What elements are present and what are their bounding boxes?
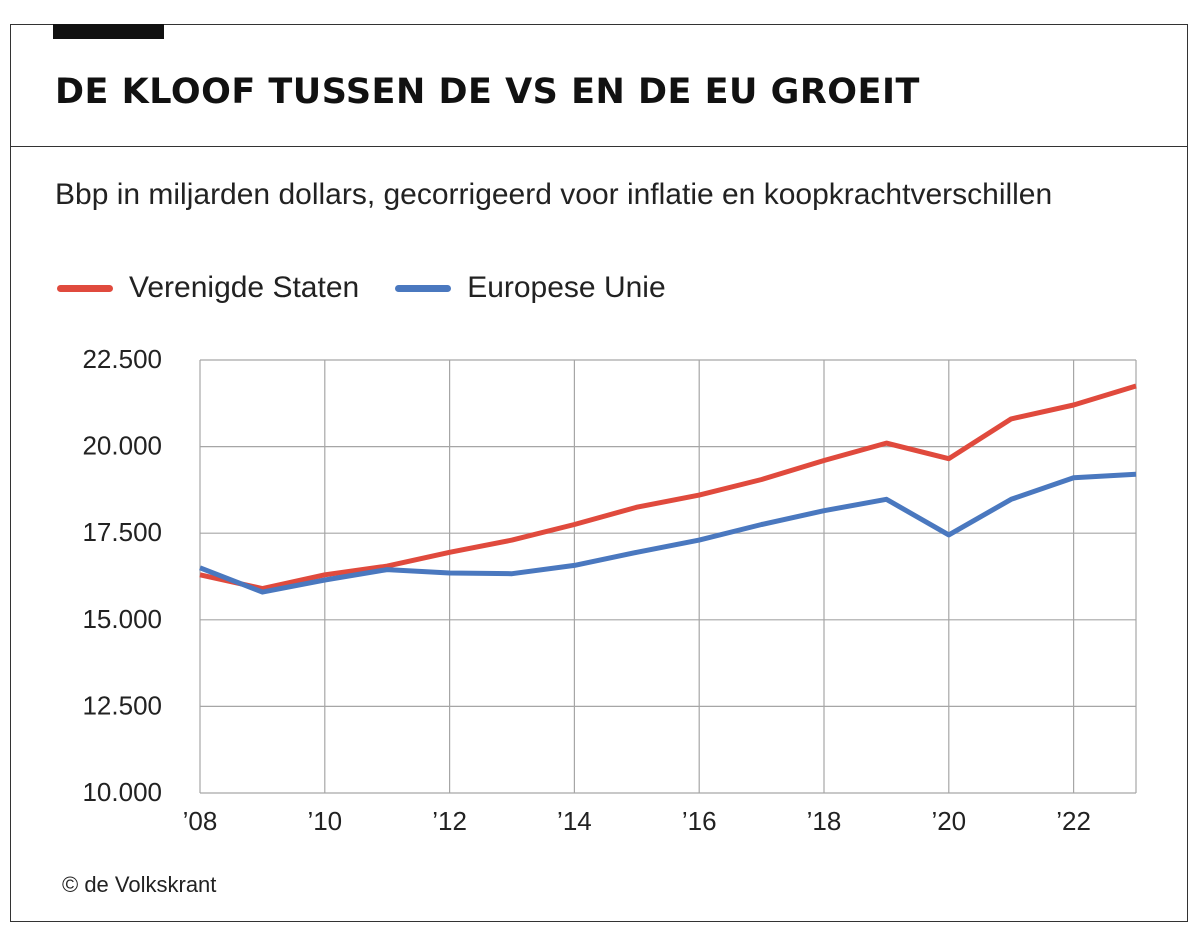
chart-frame xyxy=(10,24,1188,922)
x-tick-label-2: ’12 xyxy=(432,806,467,836)
x-tick-label-4: ’16 xyxy=(682,806,717,836)
legend-item-eu: Europese Unie xyxy=(395,271,666,305)
x-tick-label-7: ’22 xyxy=(1056,806,1091,836)
x-tick-label-5: ’18 xyxy=(807,806,842,836)
y-tick-label-3: 17.500 xyxy=(82,517,162,547)
y-tick-label-4: 20.000 xyxy=(82,431,162,461)
legend-label-us: Verenigde Staten xyxy=(129,271,360,304)
x-tick-label-3: ’14 xyxy=(557,806,592,836)
brand-bar xyxy=(53,24,164,39)
y-tick-label-2: 15.000 xyxy=(82,604,162,634)
legend-label-eu: Europese Unie xyxy=(467,271,666,304)
x-tick-label-6: ’20 xyxy=(931,806,966,836)
legend-swatch-us xyxy=(57,284,113,292)
legend-item-us: Verenigde Staten xyxy=(57,271,359,305)
series-line-us xyxy=(199,383,1137,592)
y-tick-label-5: 22.500 xyxy=(82,344,162,374)
legend-swatch-eu xyxy=(395,284,452,292)
y-tick-label-0: 10.000 xyxy=(82,777,162,807)
y-tick-label-1: 12.500 xyxy=(82,690,162,720)
credit: © de Volkskrant xyxy=(62,872,217,897)
x-tick-label-1: ’10 xyxy=(307,806,342,836)
chart-title: DE KLOOF TUSSEN DE VS EN DE EU GROEIT xyxy=(55,72,920,112)
x-tick-label-0: ’08 xyxy=(183,806,218,836)
title-divider xyxy=(10,146,1188,147)
series-line-eu xyxy=(199,471,1137,595)
chart-subtitle: Bbp in miljarden dollars, gecorrigeerd v… xyxy=(55,178,1053,211)
legend: Verenigde Staten Europese Unie xyxy=(57,268,702,308)
